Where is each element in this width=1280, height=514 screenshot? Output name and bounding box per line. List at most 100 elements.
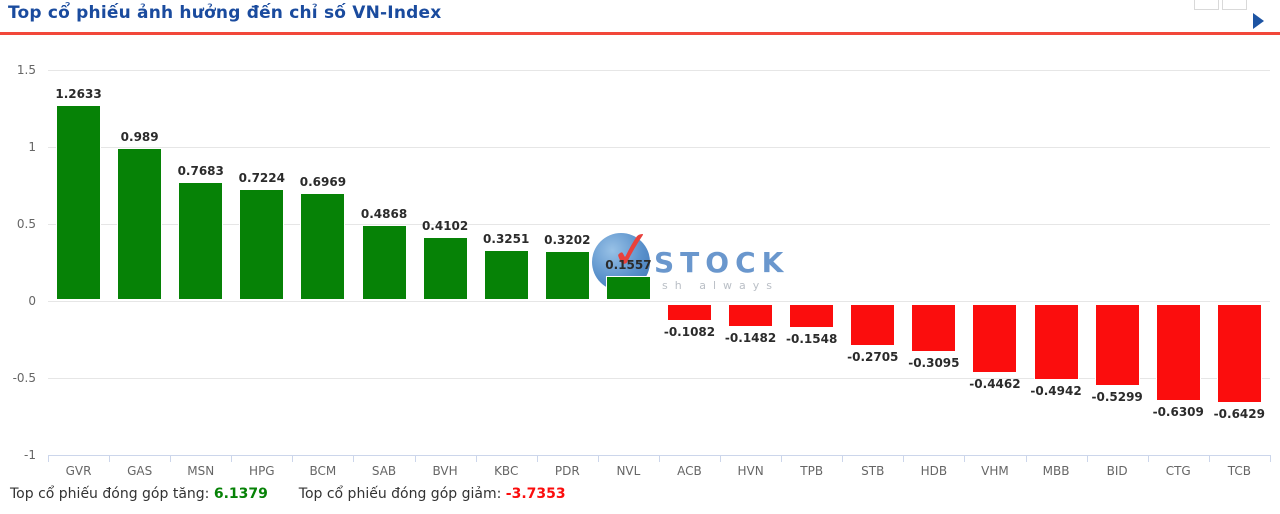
axis-tick xyxy=(1025,455,1027,462)
bar-hpg[interactable] xyxy=(239,188,285,300)
bar-value-label: -0.3095 xyxy=(908,355,960,370)
chevron-right-icon[interactable] xyxy=(1253,13,1264,29)
bar-hdb[interactable] xyxy=(911,304,957,352)
x-axis-label-bcm: BCM xyxy=(292,455,355,483)
bar-value-label: 1.2633 xyxy=(55,87,102,102)
x-axis-label-hdb: HDB xyxy=(903,455,966,483)
bar-value-label: -0.5299 xyxy=(1091,389,1143,404)
x-axis-label-tcb: TCB xyxy=(1209,455,1271,483)
axis-tick xyxy=(781,455,783,462)
bar-value-label: -0.1482 xyxy=(724,330,777,345)
bar-value-label: -0.1548 xyxy=(786,331,838,346)
bar-slot: -0.4942 xyxy=(1026,70,1087,455)
bar-bcm[interactable] xyxy=(300,192,346,300)
bar-tcb[interactable] xyxy=(1216,304,1262,403)
gridline xyxy=(48,301,1270,302)
bar-slot: 0.1557 xyxy=(598,70,659,455)
axis-tick xyxy=(1147,455,1149,462)
header-accent-line xyxy=(0,32,1280,35)
x-axis-label-ctg: CTG xyxy=(1148,455,1210,483)
toolbar-button-cropped-1[interactable] xyxy=(1194,0,1219,10)
bar-slot: -0.1548 xyxy=(781,70,842,455)
bar-slot: 0.4102 xyxy=(415,70,476,455)
bar-slot: 0.7683 xyxy=(170,70,231,455)
bar-acb[interactable] xyxy=(666,304,712,321)
axis-tick xyxy=(231,455,233,462)
y-axis-label: -1 xyxy=(24,448,36,462)
gain-summary-value: 6.1379 xyxy=(213,486,268,502)
bar-hvn[interactable] xyxy=(728,304,774,327)
x-axis-label-mbb: MBB xyxy=(1026,455,1088,483)
bar-slot: -0.2705 xyxy=(842,70,903,455)
bar-slot: -0.6309 xyxy=(1148,70,1209,455)
axis-tick xyxy=(964,455,966,462)
x-axis-label-hvn: HVN xyxy=(720,455,783,483)
gridline xyxy=(48,70,1270,71)
bar-pdr[interactable] xyxy=(544,250,590,300)
bar-slot: 0.6969 xyxy=(292,70,353,455)
x-axis-label-acb: ACB xyxy=(659,455,722,483)
bar-value-label: 0.989 xyxy=(120,129,159,144)
bar-msn[interactable] xyxy=(178,181,224,300)
bar-value-label: 0.3202 xyxy=(544,232,591,247)
bar-slot: -0.3095 xyxy=(903,70,964,455)
bar-slot: -0.4462 xyxy=(964,70,1025,455)
bar-slot: -0.1482 xyxy=(720,70,781,455)
x-axis-label-tpb: TPB xyxy=(781,455,844,483)
loss-summary-value: -3.7353 xyxy=(505,486,566,502)
bar-value-label: -0.6429 xyxy=(1213,407,1265,421)
bar-slot: -0.1082 xyxy=(659,70,720,455)
bar-ctg[interactable] xyxy=(1155,304,1201,402)
axis-tick xyxy=(842,455,844,462)
bar-tpb[interactable] xyxy=(789,304,835,328)
loss-summary-label: Top cổ phiếu đóng góp giảm: xyxy=(298,486,502,502)
bar-value-label: 0.7683 xyxy=(177,163,224,178)
bar-mbb[interactable] xyxy=(1033,304,1079,381)
axis-tick xyxy=(170,455,172,462)
bar-bvh[interactable] xyxy=(422,236,468,300)
x-axis-label-vhm: VHM xyxy=(964,455,1027,483)
bar-sab[interactable] xyxy=(361,225,407,300)
axis-tick xyxy=(292,455,294,462)
x-axis-label-bvh: BVH xyxy=(415,455,477,483)
bar-vhm[interactable] xyxy=(972,304,1018,373)
bar-nvl[interactable] xyxy=(605,276,651,300)
bar-value-label: 0.4868 xyxy=(360,207,408,222)
x-axis-label-hpg: HPG xyxy=(231,455,294,483)
y-axis-label: 1.5 xyxy=(16,63,36,77)
bar-stb[interactable] xyxy=(850,304,896,346)
bar-value-label: 0.3251 xyxy=(483,231,530,246)
y-axis-label: -0.5 xyxy=(12,371,36,385)
y-axis: 1.5 1 0.5 0 -0.5 -1 xyxy=(0,63,42,462)
x-axis-label-gas: GAS xyxy=(109,455,172,483)
axis-tick xyxy=(536,455,538,462)
x-axis-label-pdr: PDR xyxy=(537,455,599,483)
toolbar-button-cropped-2[interactable] xyxy=(1222,0,1247,10)
bar-kbc[interactable] xyxy=(483,249,529,300)
axis-tick xyxy=(475,455,477,462)
bar-slot: 0.3251 xyxy=(476,70,537,455)
bar-value-label: 0.7224 xyxy=(238,170,285,185)
x-axis-label-nvl: NVL xyxy=(598,455,660,483)
x-axis-label-kbc: KBC xyxy=(476,455,538,483)
bar-gas[interactable] xyxy=(117,147,163,300)
bar-value-label: -0.4942 xyxy=(1030,384,1082,399)
y-axis-label: 0 xyxy=(28,294,36,308)
bar-slot: -0.6429 xyxy=(1209,70,1270,455)
bar-value-label: -0.4462 xyxy=(969,376,1021,391)
page-title: Top cổ phiếu ảnh hưởng đến chỉ số VN-Ind… xyxy=(8,3,442,23)
bar-bid[interactable] xyxy=(1094,304,1140,386)
y-axis-label: 0.5 xyxy=(16,217,36,231)
x-axis: GVR GAS MSN HPG BCM SAB BVH KBC PDR NVL ACB HVN TPB S… xyxy=(48,455,1271,483)
bar-gvr[interactable] xyxy=(56,105,102,300)
x-axis-label-sab: SAB xyxy=(353,455,416,483)
watermark-text: STOCK xyxy=(654,246,790,279)
bar-value-label: 0.1557 xyxy=(605,258,652,273)
y-axis-label: 1 xyxy=(28,140,36,154)
axis-tick xyxy=(903,455,905,462)
gridline xyxy=(48,224,1270,225)
axis-tick xyxy=(720,455,722,462)
gain-summary-label: Top cổ phiếu đóng góp tăng: xyxy=(10,486,210,502)
bar-value-label: 0.6969 xyxy=(299,174,347,189)
